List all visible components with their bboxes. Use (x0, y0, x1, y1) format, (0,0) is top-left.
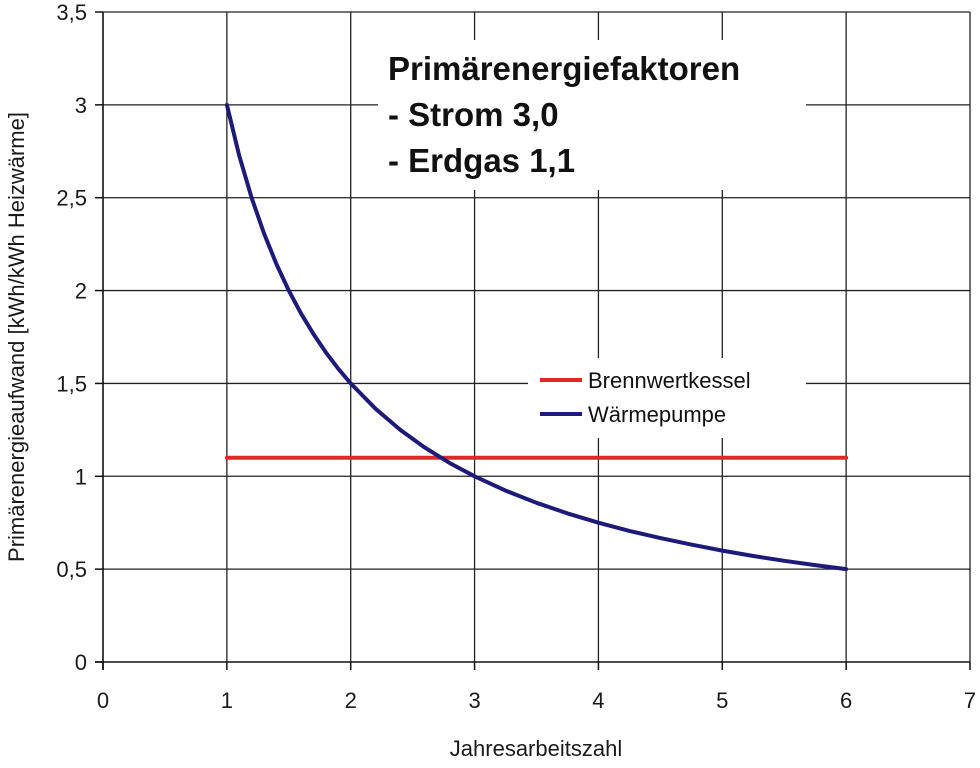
annotation-strom: - Strom 3,0 (388, 96, 559, 133)
legend-label-waermepumpe: Wärmepumpe (588, 402, 726, 427)
x-tick-label-6: 6 (840, 688, 852, 713)
y-tick-label-3: 3 (75, 93, 87, 118)
x-tick-label-4: 4 (592, 688, 604, 713)
legend: Brennwertkessel Wärmepumpe (528, 358, 806, 438)
y-tick-label-1: 1 (75, 464, 87, 489)
x-tick-label-1: 1 (221, 688, 233, 713)
axes (95, 11, 971, 670)
annotation-box: Primärenergiefaktoren - Strom 3,0 - Erdg… (378, 40, 806, 190)
y-axis-title: Primärenergieaufwand [kWh/kWh Heizwärme] (4, 112, 29, 562)
y-tick-label-0.5: 0,5 (56, 557, 87, 582)
x-tick-label-2: 2 (345, 688, 357, 713)
legend-background (528, 358, 806, 438)
x-tick-label-3: 3 (468, 688, 480, 713)
x-axis-title: Jahresarbeitszahl (450, 736, 622, 761)
legend-label-brennwertkessel: Brennwertkessel (588, 368, 751, 393)
y-tick-label-1.5: 1,5 (56, 371, 87, 396)
x-tick-label-0: 0 (97, 688, 109, 713)
x-tick-label-5: 5 (716, 688, 728, 713)
y-tick-label-2: 2 (75, 279, 87, 304)
series (224, 102, 849, 572)
annotation-background (378, 40, 806, 190)
x-tick-label-7: 7 (964, 688, 976, 713)
tick-labels: 0 1 2 3 4 5 6 7 0 0,5 1 1,5 2 2,5 3 3,5 (56, 0, 976, 713)
annotation-title: Primärenergiefaktoren (388, 50, 740, 87)
y-tick-label-0: 0 (75, 650, 87, 675)
y-tick-label-3.5: 3,5 (56, 0, 87, 25)
annotation-erdgas: - Erdgas 1,1 (388, 142, 575, 179)
y-tick-label-2.5: 2,5 (56, 186, 87, 211)
series-line-waermepumpe (224, 102, 849, 572)
